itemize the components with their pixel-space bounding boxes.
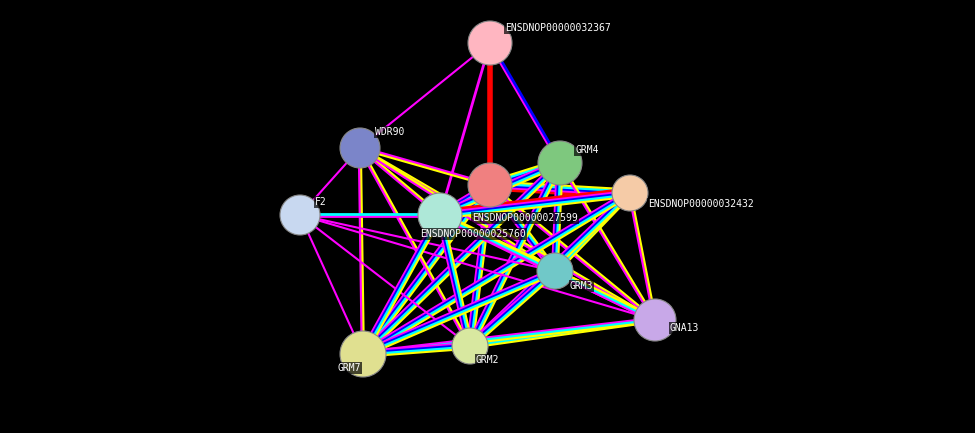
Ellipse shape [468, 21, 512, 65]
Text: ENSDNOP00000025760: ENSDNOP00000025760 [420, 229, 526, 239]
Text: F2: F2 [315, 197, 327, 207]
Ellipse shape [452, 328, 488, 364]
Text: GRM2: GRM2 [476, 355, 499, 365]
Ellipse shape [418, 193, 462, 237]
Ellipse shape [340, 128, 380, 168]
Ellipse shape [280, 195, 320, 235]
Ellipse shape [537, 253, 573, 289]
Text: GRM4: GRM4 [575, 145, 599, 155]
Ellipse shape [634, 299, 676, 341]
Ellipse shape [340, 331, 386, 377]
Text: GRM3: GRM3 [570, 281, 594, 291]
Text: GRM7: GRM7 [338, 363, 362, 373]
Text: ENSDNOP00000032367: ENSDNOP00000032367 [505, 23, 610, 33]
Ellipse shape [612, 175, 648, 211]
Text: WDR90: WDR90 [375, 127, 405, 137]
Text: ENSDNOP00000027599: ENSDNOP00000027599 [472, 213, 578, 223]
Ellipse shape [538, 141, 582, 185]
Text: ENSDNOP00000032432: ENSDNOP00000032432 [648, 199, 754, 209]
Ellipse shape [468, 163, 512, 207]
Text: GNA13: GNA13 [670, 323, 699, 333]
